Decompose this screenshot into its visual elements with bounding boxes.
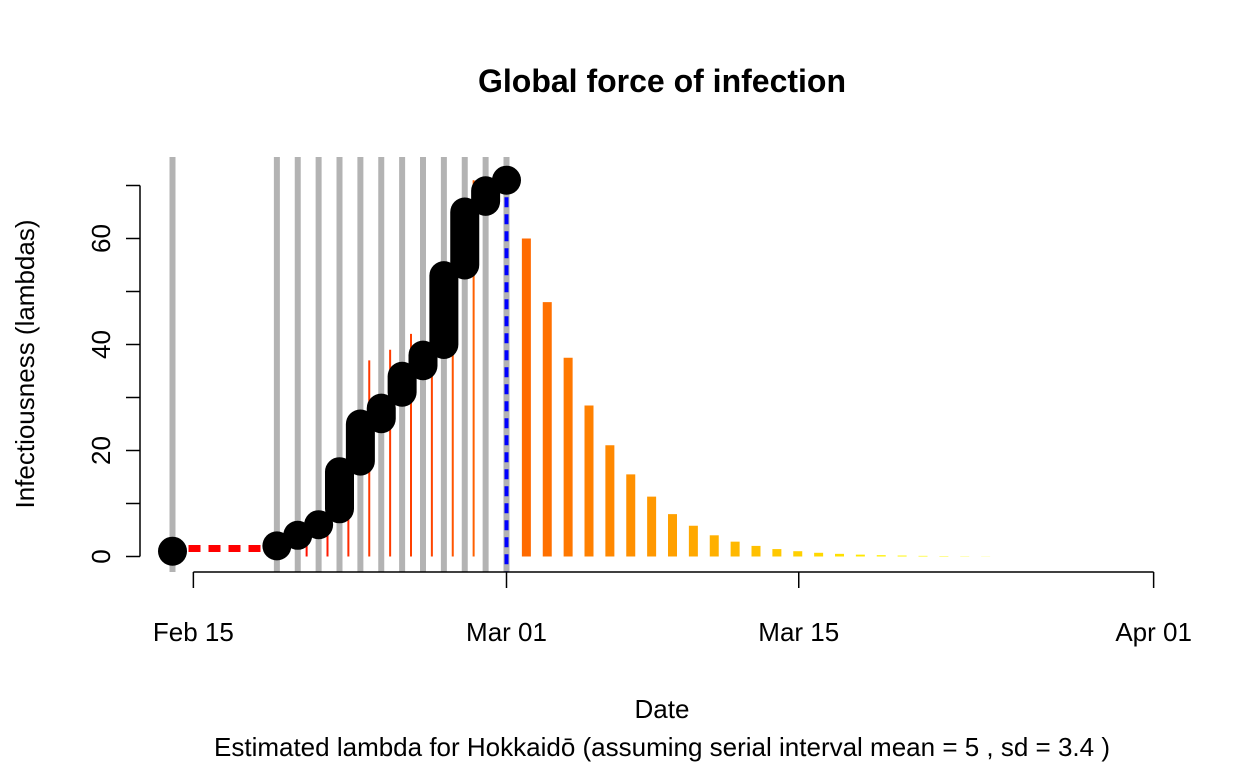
points-layer [158,165,521,566]
y-tick-label: 60 [86,224,116,253]
y-axis-label: Infectiousness (lambdas) [10,219,40,508]
x-tick-label: Apr 01 [1115,617,1192,647]
y-tick-label: 40 [86,330,116,359]
y-tick-label: 0 [86,549,116,563]
chart-title: Global force of infection [478,63,846,99]
axes-layer: 0 20 40 60 Feb 15 Mar 01 Mar 15 Apr 01 [86,184,1192,647]
lambda-point [158,536,187,566]
y-tick-label: 20 [86,436,116,465]
chart-subtitle: Estimated lambda for Hokkaidō (assuming … [214,732,1110,762]
x-tick-label: Mar 15 [758,617,839,647]
lambda-point [304,510,334,540]
x-axis-label: Date [635,694,690,724]
x-tick-label: Feb 15 [153,617,234,647]
x-tick-label: Mar 01 [466,617,547,647]
lambda-point [492,165,521,195]
